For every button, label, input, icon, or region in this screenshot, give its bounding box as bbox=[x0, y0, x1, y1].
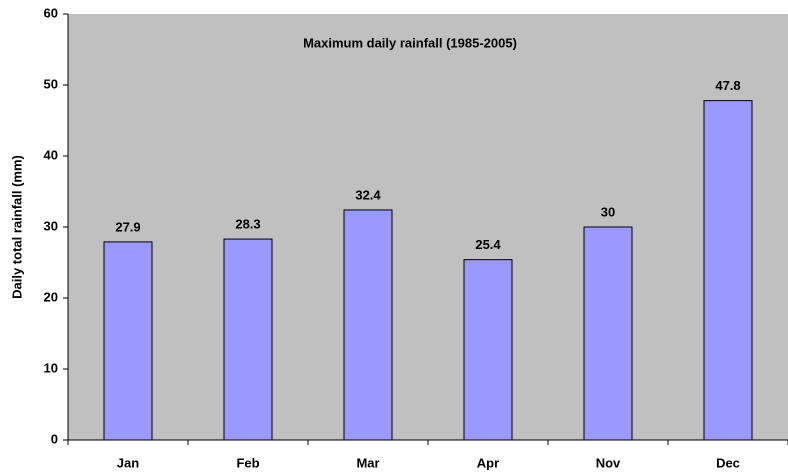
bar bbox=[463, 259, 513, 441]
x-tick-label: Apr bbox=[477, 455, 499, 470]
bar bbox=[703, 100, 753, 441]
bar bbox=[343, 209, 393, 441]
data-label: 27.9 bbox=[115, 219, 140, 234]
data-label: 30 bbox=[601, 204, 615, 219]
chart-title: Maximum daily rainfall (1985-2005) bbox=[303, 35, 517, 50]
y-tick-label: 10 bbox=[44, 360, 58, 375]
y-tick-label: 50 bbox=[44, 76, 58, 91]
y-tick-label: 30 bbox=[44, 218, 58, 233]
y-tick-label: 20 bbox=[44, 289, 58, 304]
y-tick-label: 60 bbox=[44, 5, 58, 20]
x-tick-label: Jan bbox=[117, 455, 139, 470]
x-tick-label: Feb bbox=[236, 455, 259, 470]
bar bbox=[103, 241, 153, 441]
bar bbox=[583, 226, 633, 441]
data-label: 28.3 bbox=[235, 217, 260, 232]
x-tick-label: Dec bbox=[716, 455, 740, 470]
bar bbox=[223, 238, 273, 441]
y-axis-label: Daily total rainfall (mm) bbox=[9, 155, 24, 299]
y-tick-label: 40 bbox=[44, 147, 58, 162]
x-tick-label: Nov bbox=[596, 455, 621, 470]
y-tick-label: 0 bbox=[51, 431, 58, 446]
data-label: 32.4 bbox=[355, 187, 381, 202]
data-label: 47.8 bbox=[715, 78, 740, 93]
x-tick-label: Mar bbox=[356, 455, 379, 470]
data-label: 25.4 bbox=[475, 237, 501, 252]
plot-area bbox=[68, 14, 788, 440]
